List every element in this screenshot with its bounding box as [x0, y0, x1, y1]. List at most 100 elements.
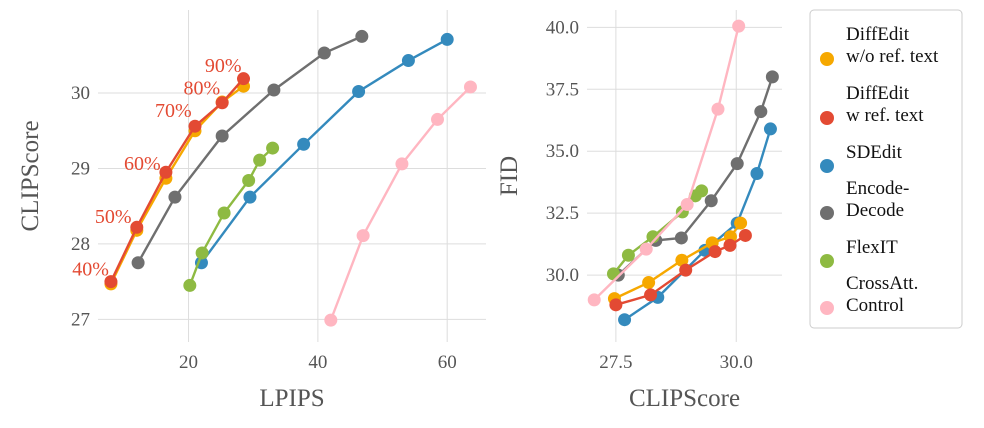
data-point [355, 29, 369, 43]
data-point [168, 190, 182, 204]
data-point [253, 153, 267, 167]
data-point [674, 231, 688, 245]
data-point [606, 267, 620, 281]
data-point [215, 129, 229, 143]
y-tick-label: 35.0 [546, 141, 579, 162]
data-point [104, 275, 118, 289]
x-tick-label: 27.5 [599, 352, 632, 373]
data-point [242, 174, 256, 188]
legend-marker [820, 159, 834, 173]
series-crossatt-control [587, 19, 746, 307]
x-axis-label: LPIPS [259, 385, 324, 412]
data-point [750, 167, 764, 181]
series-line [137, 35, 363, 264]
data-point [195, 246, 209, 260]
data-point [732, 19, 746, 33]
data-point [130, 220, 144, 234]
data-point [266, 141, 280, 155]
legend-label: CrossAtt. [846, 273, 918, 294]
legend-marker [820, 301, 834, 315]
series-encode-decode [131, 29, 369, 270]
data-point [679, 263, 693, 277]
legend-box [809, 9, 963, 329]
x-axis-label: CLIPScore [629, 385, 740, 412]
legend-entry-encode-decode: Encode-Decode [820, 178, 909, 221]
y-tick-label: 28 [71, 234, 90, 255]
data-point [188, 119, 202, 133]
data-point [395, 157, 409, 171]
data-point [297, 137, 311, 151]
fid-vs-clipscore-chart: 27.5 30.0 30.0 32.5 35.0 37.5 40.0 CLIPScore FID [496, 10, 782, 412]
data-point [730, 157, 744, 171]
percent-annotation: 80% [183, 78, 220, 100]
x-tick-label: 20 [179, 352, 198, 373]
data-point [708, 245, 722, 259]
legend-marker [820, 52, 834, 66]
legend-label: DiffEdit [846, 83, 910, 104]
data-point [609, 298, 623, 312]
y-axis-label: CLIPScore [17, 120, 44, 231]
data-point [704, 194, 718, 208]
data-point [734, 216, 748, 230]
legend-marker [820, 111, 834, 125]
data-point [463, 80, 477, 94]
legend-label: Encode- [846, 178, 909, 199]
data-point [618, 313, 632, 327]
data-point [267, 83, 281, 97]
data-point [237, 72, 250, 86]
legend-label: SDEdit [846, 142, 903, 163]
y-tick-label: 27 [71, 309, 90, 330]
percent-annotation: 50% [95, 206, 132, 228]
x-tick-label: 40 [308, 352, 327, 373]
legend-label: Control [846, 295, 904, 316]
data-point [431, 112, 444, 126]
plot-area [98, 10, 486, 342]
y-tick-label: 30 [71, 83, 90, 104]
legend-marker [820, 206, 834, 220]
legend-label: w ref. text [846, 105, 924, 126]
data-point [183, 278, 197, 292]
data-point [324, 313, 338, 327]
clipscore-vs-lpips-chart: 20 40 60 27 28 29 30 LPIPS CLIPScore 40% 50% 60% 70%… [17, 10, 486, 412]
plot-area [587, 10, 782, 342]
data-point [675, 253, 689, 267]
x-tick-label: 30.0 [720, 352, 753, 373]
data-point [644, 288, 658, 302]
data-point [352, 84, 366, 98]
y-tick-label: 40.0 [546, 17, 579, 38]
legend-entry-crossatt-control: CrossAtt.Control [820, 273, 918, 316]
y-tick-label: 37.5 [546, 79, 579, 100]
percent-annotation: 90% [205, 55, 242, 77]
data-point [680, 197, 694, 211]
y-tick-label: 30.0 [546, 265, 579, 286]
data-point [317, 46, 331, 60]
data-point [159, 165, 173, 179]
data-point [765, 70, 779, 84]
legend-marker [820, 254, 834, 268]
data-point [587, 293, 601, 307]
data-point [131, 256, 145, 270]
data-point [356, 229, 370, 243]
y-axis-label: FID [496, 156, 523, 196]
legend-label: DiffEdit [846, 24, 910, 45]
legend-label: FlexIT [846, 237, 898, 258]
y-tick-label: 32.5 [546, 203, 579, 224]
data-point [642, 276, 656, 290]
data-point [621, 248, 635, 262]
data-point [754, 105, 768, 119]
series-diffedit-w-ref-text [104, 72, 250, 289]
series-crossatt-control [324, 80, 477, 327]
data-point [695, 184, 709, 198]
legend-label: w/o ref. text [846, 46, 939, 67]
data-point [401, 54, 415, 68]
data-point [215, 96, 229, 110]
percent-annotation: 60% [124, 153, 161, 175]
data-point [440, 32, 454, 46]
series-line [200, 38, 448, 264]
percent-annotation: 70% [155, 100, 192, 122]
data-point [763, 122, 777, 136]
